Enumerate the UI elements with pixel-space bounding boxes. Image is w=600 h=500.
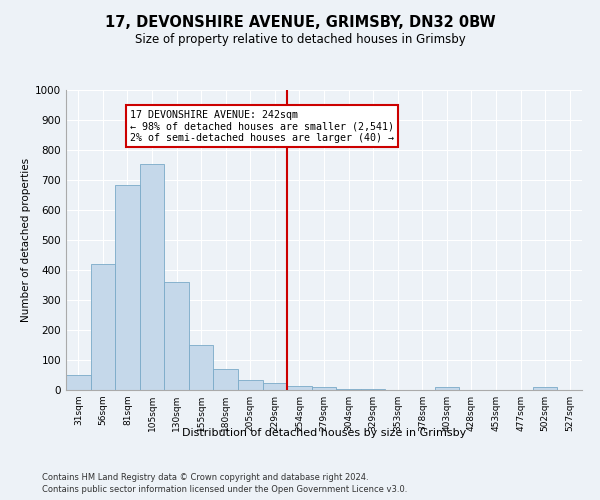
Y-axis label: Number of detached properties: Number of detached properties bbox=[21, 158, 31, 322]
Bar bbox=[115, 184, 140, 390]
Text: Size of property relative to detached houses in Grimsby: Size of property relative to detached ho… bbox=[134, 32, 466, 46]
Text: 17 DEVONSHIRE AVENUE: 242sqm
← 98% of detached houses are smaller (2,541)
2% of : 17 DEVONSHIRE AVENUE: 242sqm ← 98% of de… bbox=[130, 110, 394, 142]
Bar bbox=[214, 369, 238, 390]
Bar bbox=[189, 345, 214, 390]
Text: 17, DEVONSHIRE AVENUE, GRIMSBY, DN32 0BW: 17, DEVONSHIRE AVENUE, GRIMSBY, DN32 0BW bbox=[104, 15, 496, 30]
Bar bbox=[533, 387, 557, 390]
Bar bbox=[263, 382, 287, 390]
Bar bbox=[312, 387, 336, 390]
Bar bbox=[164, 282, 189, 390]
Bar bbox=[66, 375, 91, 390]
Text: Contains public sector information licensed under the Open Government Licence v3: Contains public sector information licen… bbox=[42, 485, 407, 494]
Bar bbox=[238, 380, 263, 390]
Bar bbox=[91, 264, 115, 390]
Bar bbox=[140, 164, 164, 390]
Bar bbox=[434, 387, 459, 390]
Text: Contains HM Land Registry data © Crown copyright and database right 2024.: Contains HM Land Registry data © Crown c… bbox=[42, 472, 368, 482]
Bar bbox=[336, 388, 361, 390]
Text: Distribution of detached houses by size in Grimsby: Distribution of detached houses by size … bbox=[182, 428, 466, 438]
Bar bbox=[287, 386, 312, 390]
